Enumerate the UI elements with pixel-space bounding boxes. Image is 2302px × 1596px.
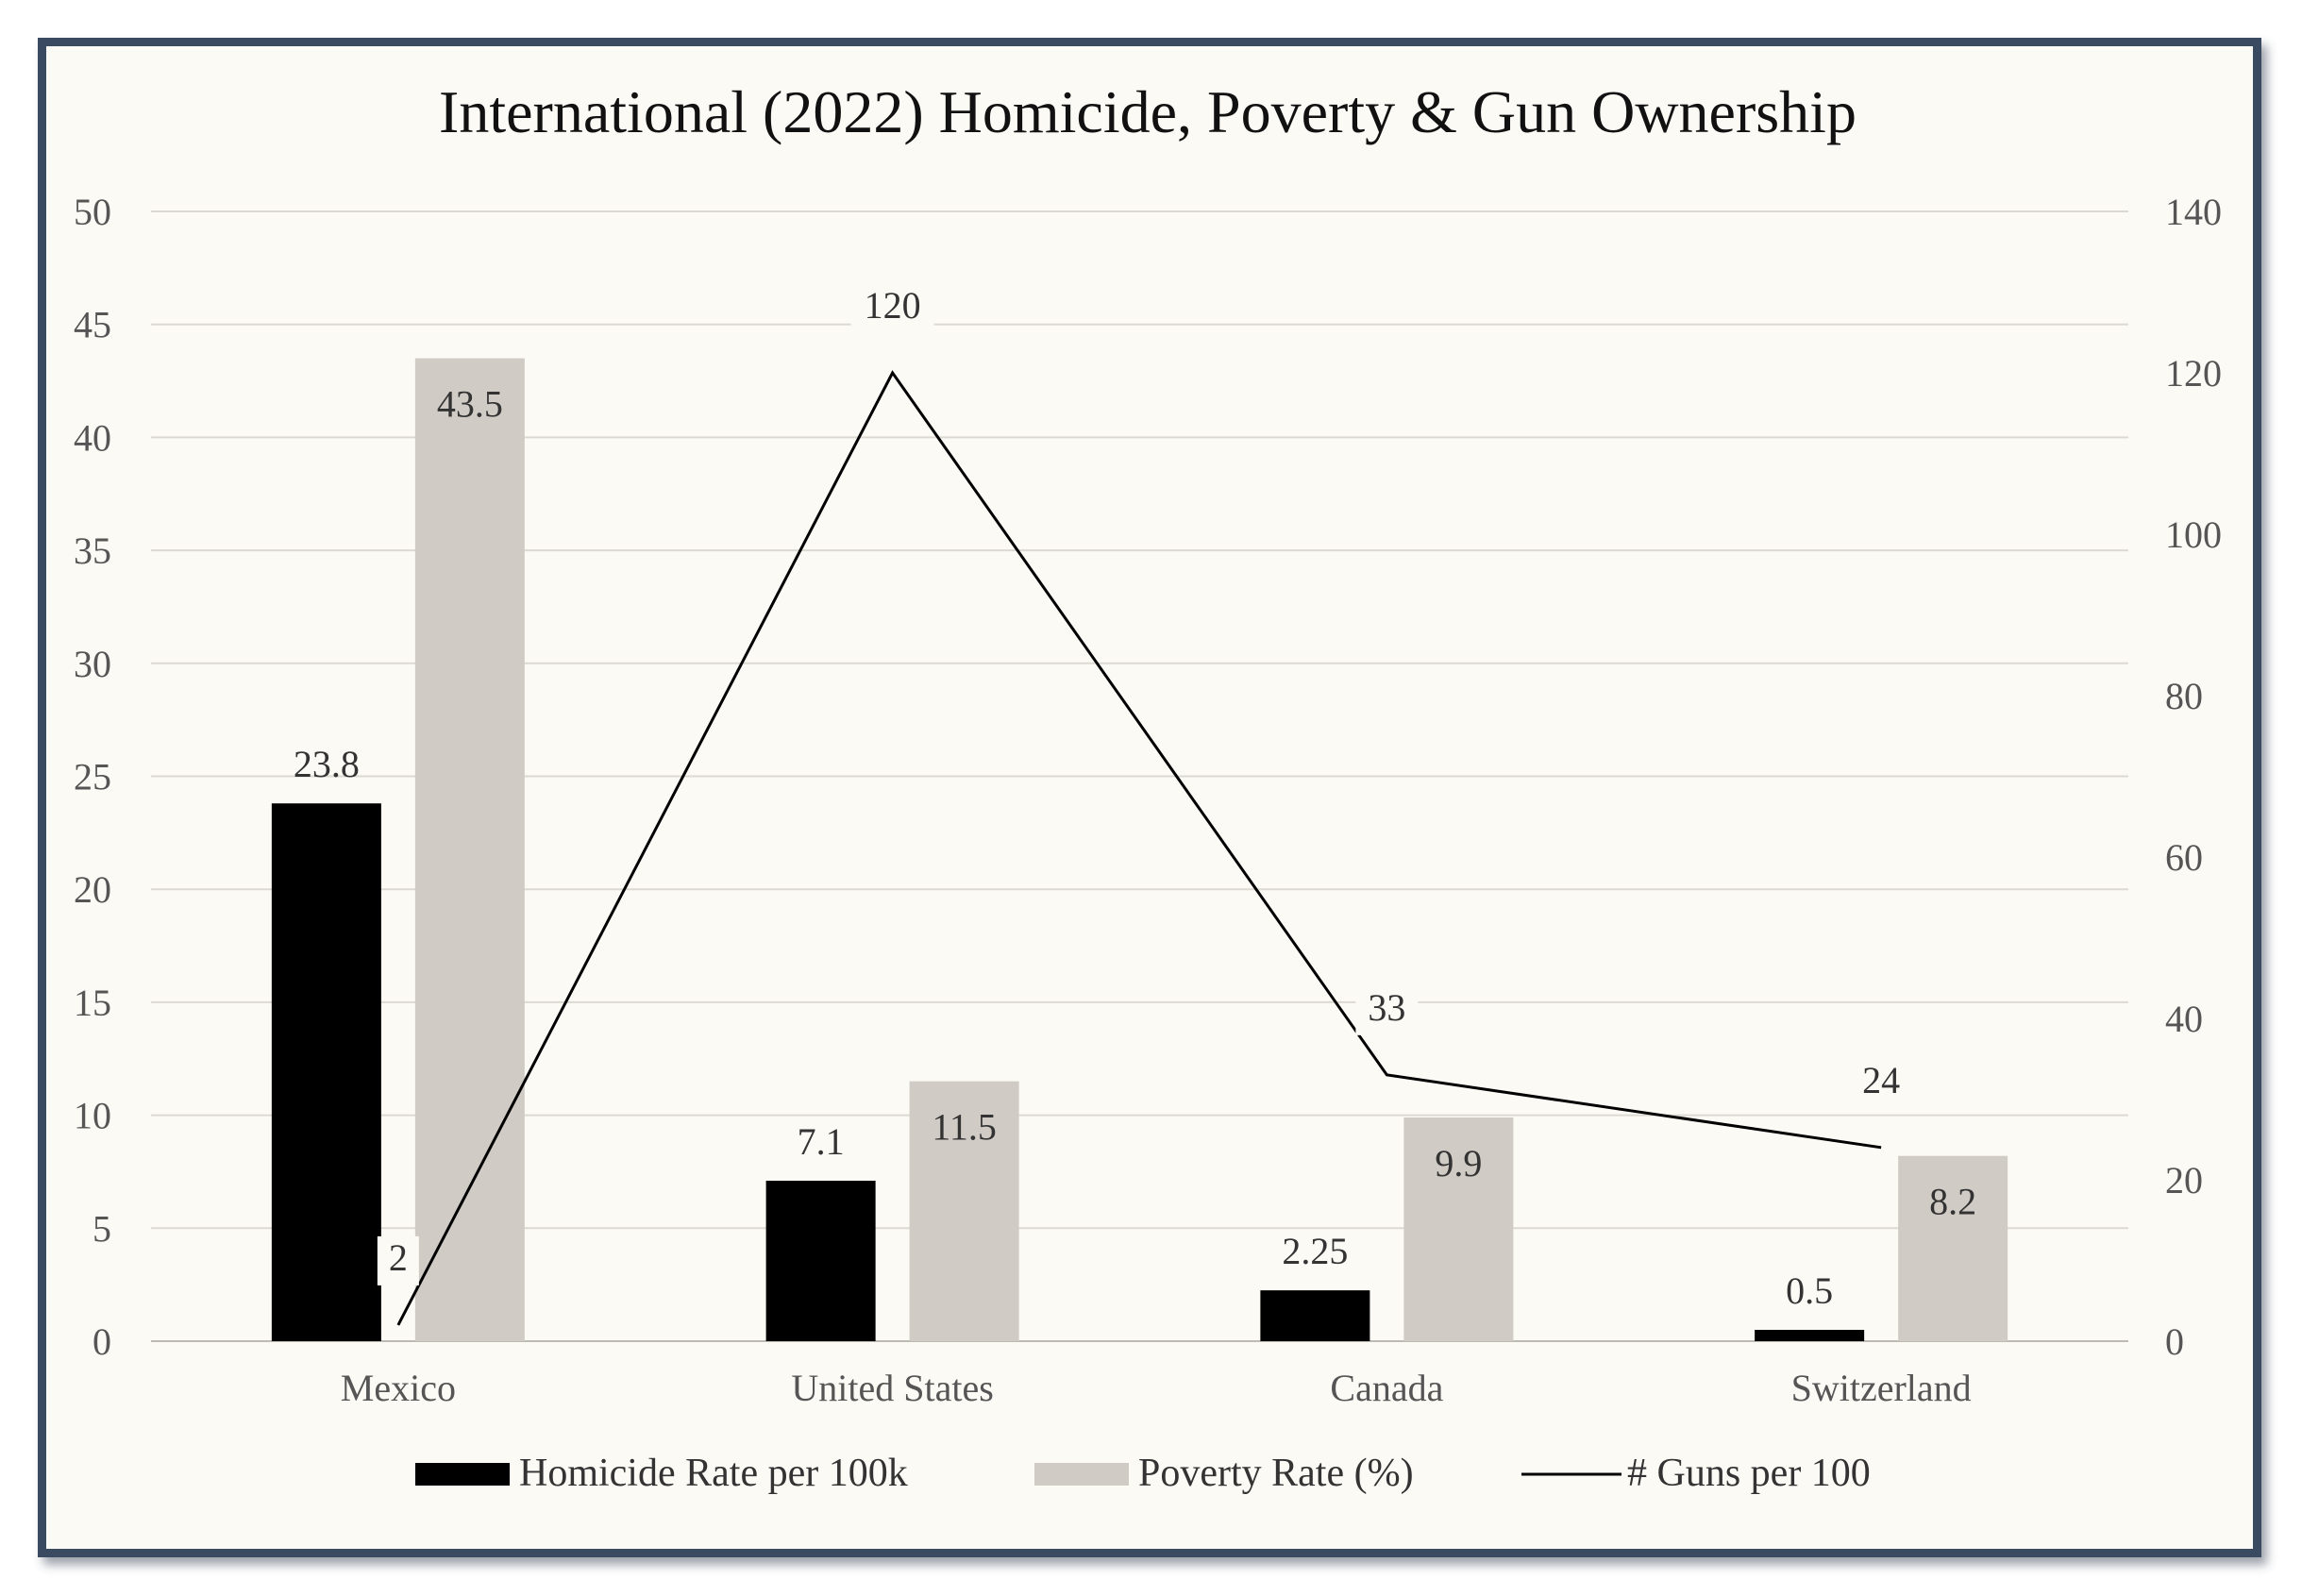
guns-value-label: 120	[865, 284, 921, 327]
homicide-value-label: 23.8	[294, 743, 360, 785]
poverty-bar	[909, 1081, 1019, 1341]
homicide-value-label: 0.5	[1786, 1269, 1833, 1312]
guns-label-box	[850, 284, 934, 333]
legend-label-poverty: Poverty Rate (%)	[1138, 1452, 1414, 1495]
left-axis-ticks: 0 5 10 15 20 25 30 35 40 45 50	[74, 191, 111, 1363]
category-labels: Mexico United States Canada Switzerland	[341, 1367, 1972, 1409]
right-tick-label: 100	[2165, 513, 2222, 556]
left-tick-label: 0	[92, 1320, 111, 1363]
homicide-bar	[1260, 1290, 1370, 1341]
homicide-value-label: 7.1	[798, 1120, 845, 1163]
category-label: Switzerland	[1791, 1367, 1972, 1409]
left-tick-label: 20	[74, 868, 111, 911]
category-label: United States	[791, 1367, 993, 1409]
poverty-value-label: 11.5	[932, 1106, 997, 1149]
poverty-bar	[414, 358, 525, 1341]
data-labels: 23.8 43.5 7.1 11.5 2.25 9.9 0.5 8.2	[294, 383, 1976, 1312]
homicide-bar	[765, 1181, 876, 1341]
left-tick-label: 5	[92, 1207, 111, 1250]
chart-title: International (2022) Homicide, Poverty &…	[439, 78, 1857, 145]
guns-value-label: 33	[1368, 986, 1405, 1029]
right-tick-label: 120	[2165, 352, 2222, 395]
left-tick-label: 50	[74, 191, 111, 233]
left-tick-label: 15	[74, 982, 111, 1024]
right-tick-label: 60	[2165, 836, 2203, 879]
right-tick-label: 140	[2165, 191, 2222, 233]
guns-label-box	[1850, 1058, 1913, 1108]
guns-value-label: 24	[1862, 1059, 1900, 1101]
legend-swatch-homicide	[415, 1463, 510, 1486]
left-tick-label: 40	[74, 416, 111, 459]
poverty-value-label: 43.5	[437, 383, 503, 426]
category-label: Mexico	[341, 1367, 456, 1409]
category-label: Canada	[1330, 1367, 1443, 1409]
legend-label-guns: # Guns per 100	[1627, 1452, 1871, 1495]
poverty-bar	[1898, 1155, 2008, 1341]
left-tick-label: 10	[74, 1095, 111, 1137]
guns-line: 2 120 33 24	[377, 284, 1913, 1326]
poverty-value-label: 9.9	[1435, 1142, 1482, 1184]
right-axis-ticks: 0 20 40 60 80 100 120 140	[2165, 191, 2222, 1363]
homicide-value-label: 2.25	[1282, 1230, 1348, 1272]
legend-label-homicide: Homicide Rate per 100k	[519, 1452, 908, 1495]
left-tick-label: 35	[74, 529, 111, 572]
guns-label-box	[1355, 985, 1419, 1035]
bars	[271, 358, 2008, 1341]
poverty-bar	[1403, 1117, 1514, 1341]
right-tick-label: 0	[2165, 1320, 2184, 1363]
homicide-bar	[271, 803, 381, 1341]
right-tick-label: 80	[2165, 675, 2203, 717]
guns-value-label: 2	[389, 1236, 408, 1279]
right-tick-label: 20	[2165, 1159, 2203, 1201]
left-tick-label: 30	[74, 643, 111, 685]
poverty-value-label: 8.2	[1929, 1181, 1976, 1223]
guns-label-box	[377, 1235, 419, 1285]
homicide-bar	[1755, 1330, 1865, 1341]
guns-series-line	[396, 370, 1882, 1326]
left-tick-label: 45	[74, 304, 111, 346]
legend-swatch-poverty	[1034, 1463, 1129, 1486]
legend: Homicide Rate per 100k Poverty Rate (%) # …	[415, 1452, 1871, 1495]
left-tick-label: 25	[74, 756, 111, 798]
right-tick-label: 40	[2165, 998, 2203, 1040]
